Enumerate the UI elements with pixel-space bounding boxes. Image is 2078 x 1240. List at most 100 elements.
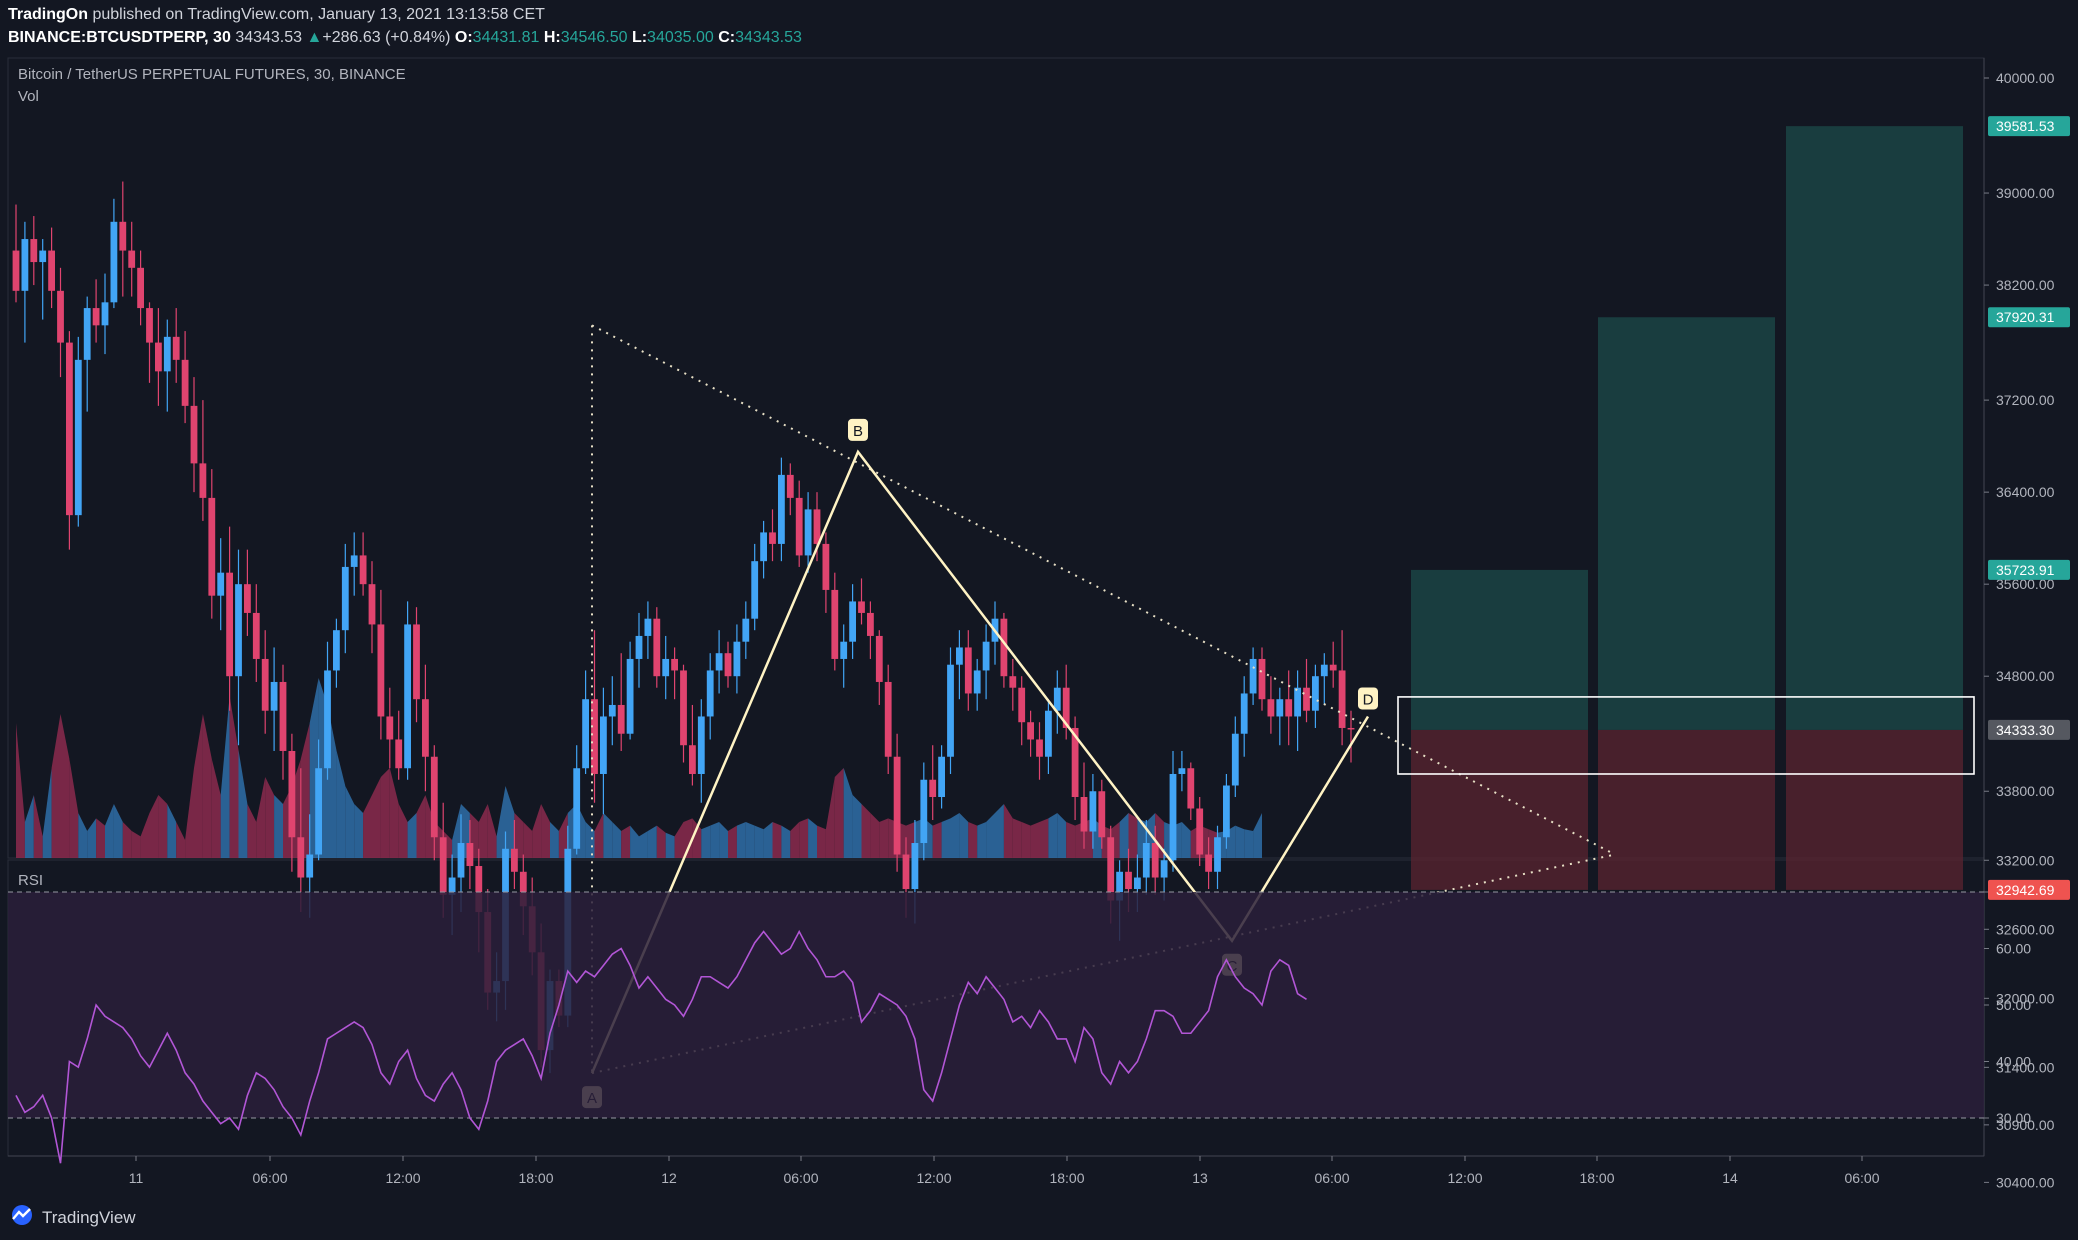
time-tick-label: 12:00 — [916, 1170, 951, 1186]
candle-body — [404, 624, 411, 769]
candle-body — [1231, 733, 1239, 786]
candle-body — [600, 716, 607, 774]
candle-body — [48, 250, 55, 291]
candle-body — [413, 624, 420, 700]
candle-body — [279, 681, 287, 751]
volume-bar — [496, 786, 506, 858]
candle-body — [377, 624, 385, 717]
pattern-point-label: B — [853, 423, 863, 440]
candle-body — [867, 612, 874, 636]
tradingview-brand[interactable]: TradingView — [42, 1208, 136, 1227]
price-axis[interactable]: 40000.00 39000.00 38200.00 37200.00 36400.00… — [1984, 70, 2070, 1198]
volume-bar — [42, 768, 52, 858]
volume-bar — [1181, 822, 1191, 858]
candles — [12, 181, 1355, 1074]
candle-body — [1107, 837, 1115, 901]
pattern-point-badge — [848, 418, 868, 441]
candle-body — [804, 509, 812, 556]
volume-bar — [33, 795, 43, 858]
candle-body — [1205, 854, 1212, 872]
candle-body — [1267, 699, 1275, 717]
candle-body — [1080, 796, 1088, 832]
price-tick-label: 34800.00 — [1996, 668, 2055, 684]
candle-body — [1000, 618, 1008, 677]
volume-bar — [176, 822, 186, 858]
candle-body — [715, 653, 723, 671]
candle-body — [1125, 871, 1132, 890]
candle-body — [644, 618, 652, 636]
candle-body — [1098, 791, 1106, 838]
candle-body — [244, 584, 251, 613]
volume-bar — [941, 818, 951, 858]
candle-body — [475, 866, 483, 913]
time-tick-label: 06:00 — [783, 1170, 818, 1186]
candle-body — [511, 848, 518, 872]
volume-bar — [122, 822, 132, 858]
candle-body — [110, 221, 118, 303]
volume-bar — [799, 818, 809, 858]
price-tick-label: 33200.00 — [1996, 852, 2055, 868]
volume-bar — [300, 723, 310, 858]
candle-body — [1338, 670, 1346, 728]
candle-body — [849, 601, 856, 642]
volume-bar — [211, 759, 221, 858]
volume-bar — [202, 714, 212, 858]
rsi-line — [15, 929, 1307, 1164]
volume-bar — [416, 795, 426, 858]
time-tick-label: 12:00 — [1447, 1170, 1482, 1186]
volume-bar — [808, 818, 817, 858]
volume-bar — [959, 813, 969, 858]
volume-bar — [843, 768, 853, 858]
target-zones — [1411, 126, 1963, 730]
publisher-name[interactable]: TradingOn — [8, 6, 88, 23]
target-zone — [1411, 569, 1588, 730]
candle-body — [653, 618, 661, 677]
time-tick-label: 06:00 — [252, 1170, 287, 1186]
footer: TradingView — [0, 1198, 2078, 1240]
volume-bar — [674, 822, 684, 858]
time-axis[interactable]: 11 06:00 12:00 18:00 12 06:00 12:00 18:00 13 06:0… — [129, 1156, 1880, 1186]
volume-bar — [1030, 822, 1040, 858]
high-label: H: — [543, 29, 561, 46]
volume-bar — [158, 795, 168, 858]
candle-body — [831, 589, 839, 659]
volume-bar — [986, 813, 995, 858]
candle-body — [208, 497, 216, 596]
candle-body — [1214, 837, 1221, 872]
low-label: L: — [631, 29, 648, 46]
candle-body — [920, 779, 928, 844]
candle-body — [742, 618, 750, 642]
price-tag-label: 32942.69 — [1996, 882, 2055, 898]
candle-body — [902, 854, 910, 890]
pattern-point-badge — [1358, 687, 1378, 710]
volume-bar — [167, 804, 177, 858]
candle-body — [181, 359, 189, 406]
candle-body — [964, 647, 972, 694]
price-tag-label: 39581.53 — [1996, 118, 2055, 134]
candle-body — [1196, 808, 1204, 855]
time-tick-label: 06:00 — [1314, 1170, 1349, 1186]
volume-bar — [505, 786, 515, 858]
candle-body — [1142, 843, 1150, 878]
tradingview-logo-icon[interactable] — [8, 1204, 36, 1226]
volume-bar — [834, 768, 844, 858]
candle-body — [911, 843, 919, 890]
volume-bar — [995, 804, 1004, 858]
volume-bar — [478, 804, 488, 858]
stop-zone — [1411, 729, 1588, 890]
candle-body — [840, 641, 848, 659]
volume-bar — [1128, 813, 1138, 858]
volume-bar — [87, 818, 97, 858]
rsi-legend: RSI — [18, 872, 44, 889]
volume-bar — [1057, 813, 1067, 858]
volume-bar — [754, 825, 764, 858]
volume-bar — [398, 804, 408, 858]
rsi-tick-label: 60.00 — [1996, 941, 2031, 957]
volume-bar — [790, 822, 800, 858]
candle-body — [1276, 699, 1284, 717]
candle-body — [1134, 877, 1141, 890]
price-tick-label: 38200.00 — [1996, 277, 2055, 293]
volume-bar — [728, 825, 737, 858]
volume-bar — [656, 825, 666, 858]
